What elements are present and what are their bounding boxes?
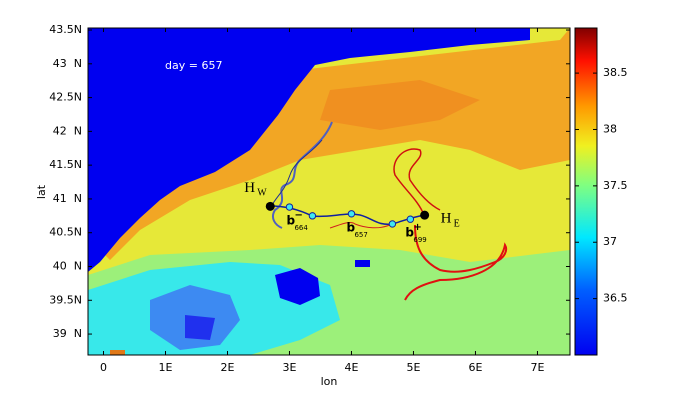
x-tick-label: 1E xyxy=(159,361,173,374)
plot-frame xyxy=(87,27,571,356)
eddy-label: H xyxy=(244,180,255,196)
y-tick-label: 40 N xyxy=(53,259,82,272)
y-tick-label: 39.5N xyxy=(49,293,82,306)
y-tick-label: 42.5N xyxy=(49,91,82,104)
colorbar-tick-label: 38 xyxy=(603,122,617,135)
drifter-sub: 657 xyxy=(354,231,367,239)
y-tick-label: 42 N xyxy=(53,124,82,137)
drifter-sub: 699 xyxy=(413,236,426,244)
colorbar-tick-label: 36.5 xyxy=(603,292,628,305)
y-tick-label: 43 N xyxy=(53,57,82,70)
eddy-marker xyxy=(265,201,275,211)
day-annotation: day = 657 xyxy=(165,59,222,72)
x-tick-label: 7E xyxy=(530,361,544,374)
y-tick-label: 43.5N xyxy=(49,23,82,36)
drifter-sup: + xyxy=(413,222,421,233)
drifter-marker xyxy=(406,215,415,223)
x-tick-label: 6E xyxy=(468,361,482,374)
drifter-label: b xyxy=(286,214,295,228)
colorbar xyxy=(574,27,598,356)
dynamic-layer: 0 1E 2E 3E 4E 5E 6E 7E 39 N 39.5N 40 N 40.5N 41 N 41.… xyxy=(49,23,627,374)
y-tick-label: 41.5N xyxy=(49,158,82,171)
drifter-marker xyxy=(308,212,317,220)
drifter-marker xyxy=(285,203,294,211)
drifter-marker xyxy=(347,210,356,218)
x-tick-label: 5E xyxy=(406,361,420,374)
x-tick-label: 3E xyxy=(283,361,297,374)
y-tick-label: 41 N xyxy=(53,192,82,205)
x-tick-label: 2E xyxy=(221,361,235,374)
x-tick-label: 4E xyxy=(344,361,358,374)
drifter-label: b xyxy=(405,226,414,240)
eddy-subscript: E xyxy=(454,218,460,229)
salinity-field xyxy=(88,28,570,355)
y-axis-label: lat xyxy=(35,184,48,199)
eddy-label: H xyxy=(441,211,452,227)
y-tick-label: 39 N xyxy=(53,327,82,340)
drifter-marker xyxy=(388,220,397,228)
eddy-subscript: W xyxy=(257,188,267,199)
colorbar-tick-label: 38.5 xyxy=(603,66,628,79)
drifter-sub: 664 xyxy=(294,224,308,232)
trajectories xyxy=(269,121,508,301)
x-axis-label: lon xyxy=(321,375,338,388)
drifter-label: b xyxy=(346,220,355,234)
x-tick-label: 0 xyxy=(100,361,107,374)
y-tick-label: 40.5N xyxy=(49,226,82,239)
eddy-marker xyxy=(420,210,430,220)
colorbar-tick-label: 37 xyxy=(603,235,617,248)
drifter-sup: − xyxy=(294,210,302,221)
colorbar-tick-label: 37.5 xyxy=(603,179,628,192)
